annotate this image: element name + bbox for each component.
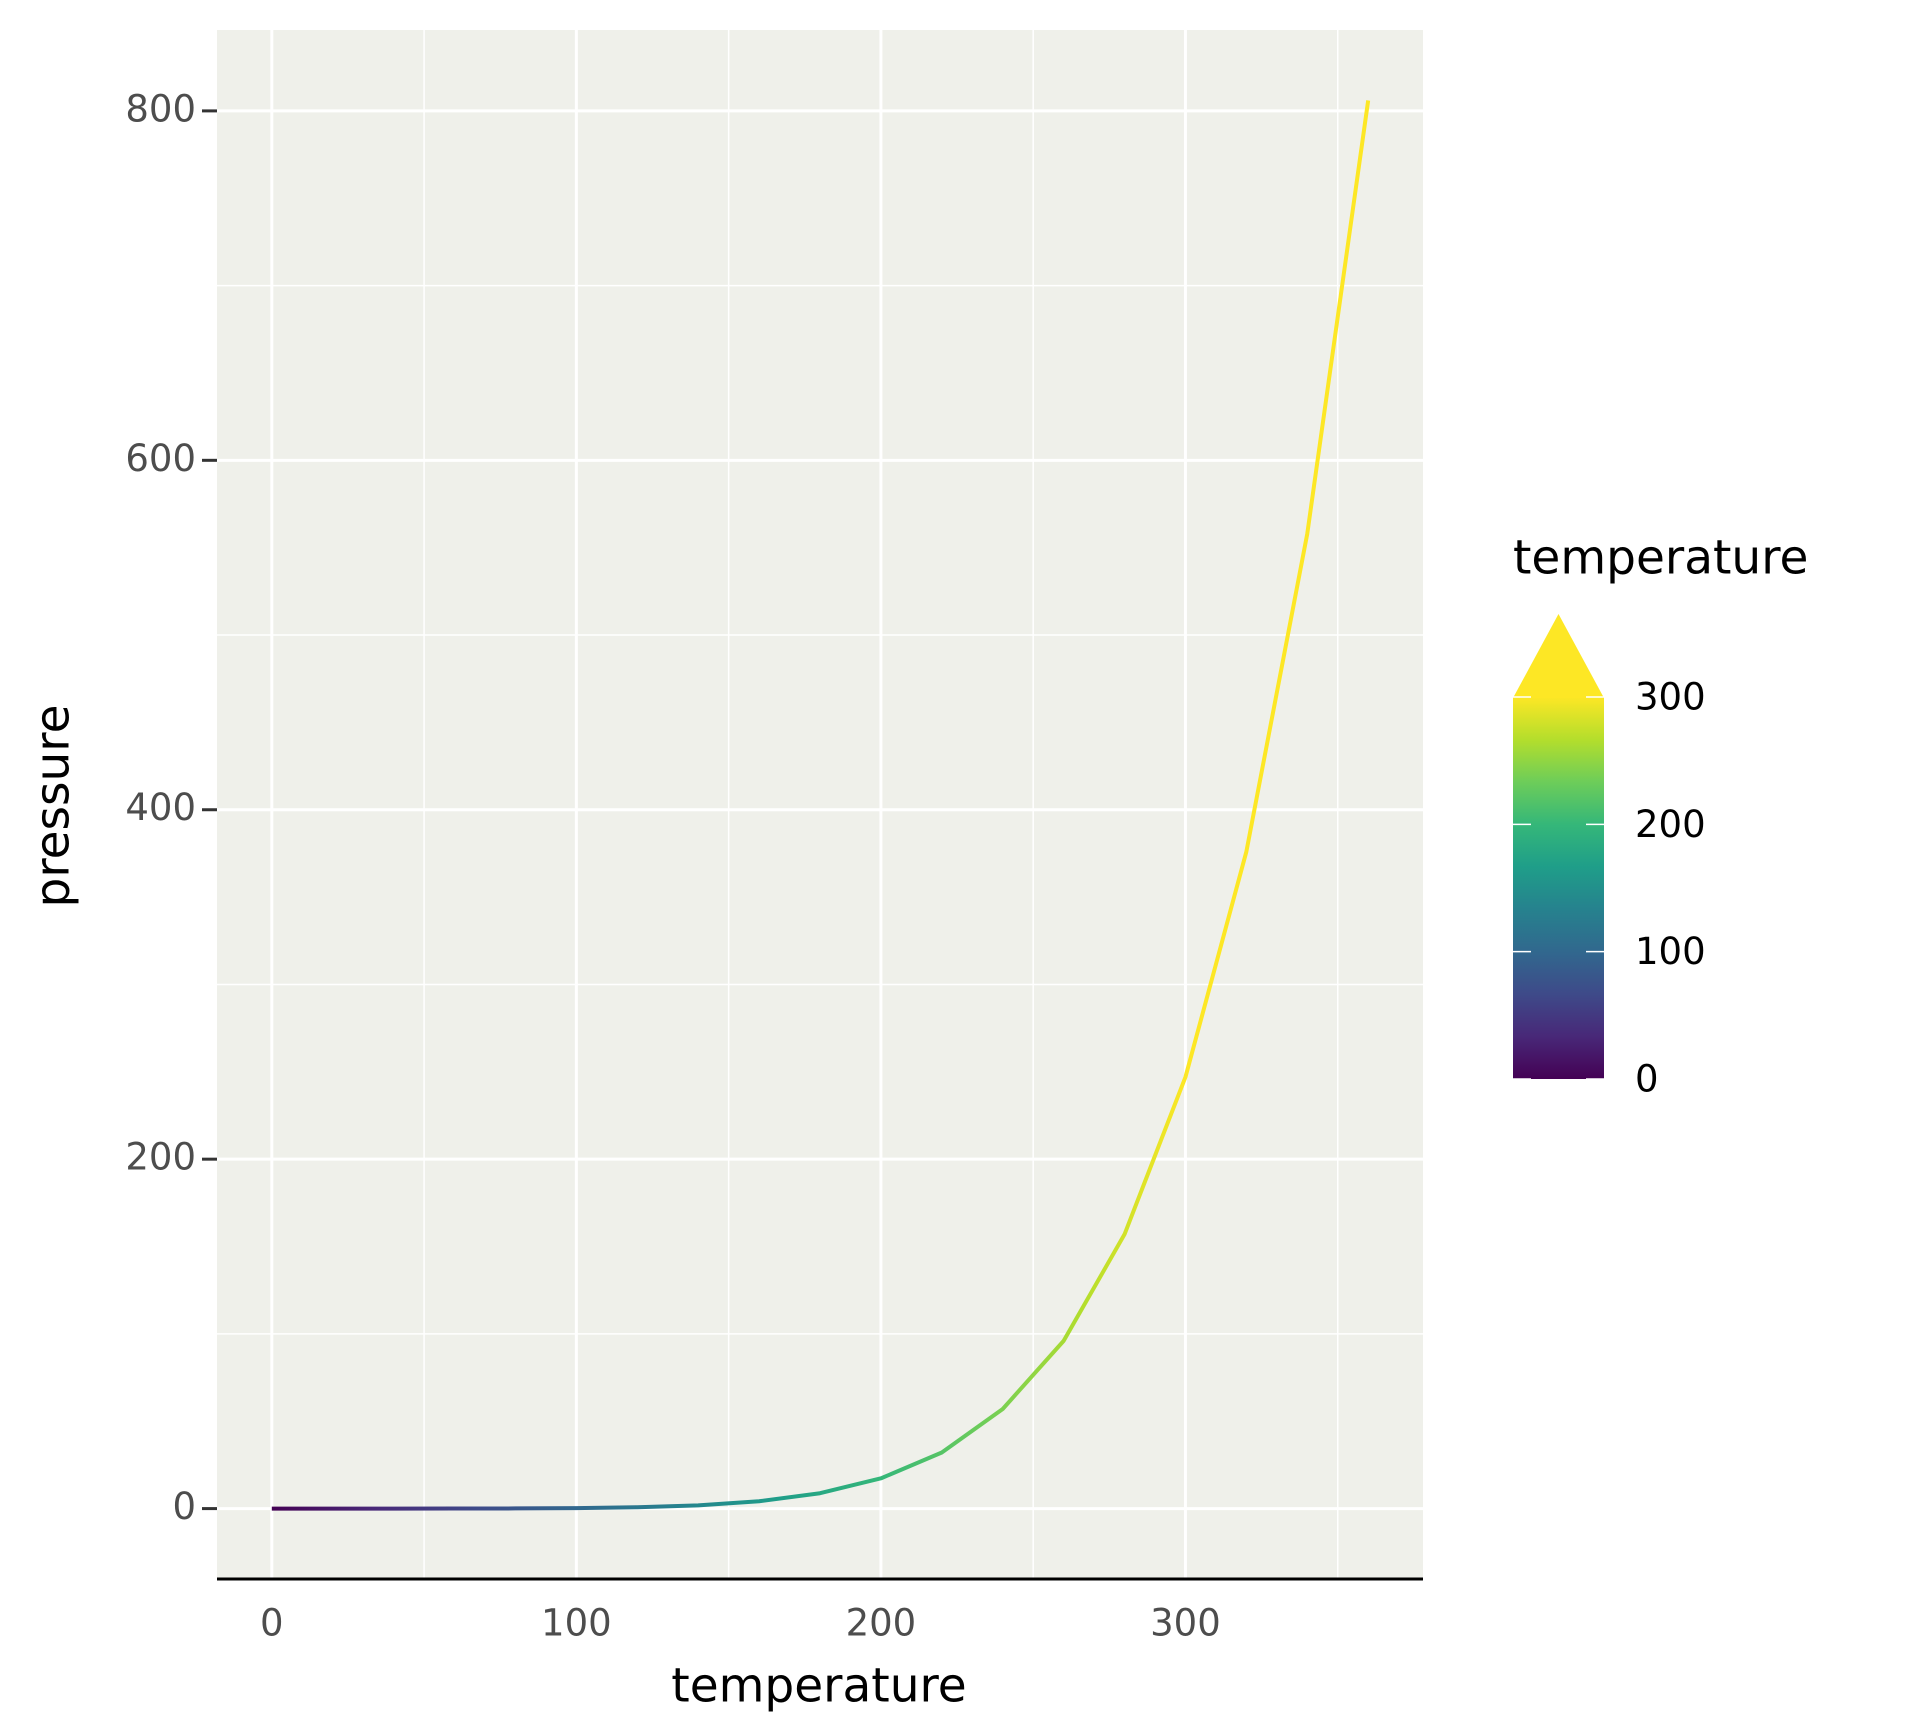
x-axis-title: temperature xyxy=(671,1659,966,1714)
legend-label: 200 xyxy=(1635,803,1706,846)
y-tick-label: 600 xyxy=(125,437,196,480)
y-tick-label: 800 xyxy=(125,87,196,130)
panel xyxy=(217,30,1423,1579)
y-tick-label: 200 xyxy=(125,1136,196,1179)
x-tick-label: 200 xyxy=(846,1602,917,1645)
colorbar-arrow xyxy=(1513,614,1604,698)
y-axis-title: pressure xyxy=(26,704,81,907)
legend-label: 300 xyxy=(1635,676,1706,719)
colorbar xyxy=(1513,697,1604,1079)
legend-label: 0 xyxy=(1635,1058,1659,1101)
legend-label: 100 xyxy=(1635,930,1706,973)
data-line xyxy=(271,100,1371,1511)
x-tick-label: 300 xyxy=(1150,1602,1221,1645)
legend-title: temperature xyxy=(1513,531,1808,586)
y-tick-label: 400 xyxy=(125,786,196,829)
x-tick-label: 0 xyxy=(260,1602,284,1645)
x-tick-label: 100 xyxy=(541,1602,612,1645)
y-tick-label: 0 xyxy=(172,1485,196,1528)
